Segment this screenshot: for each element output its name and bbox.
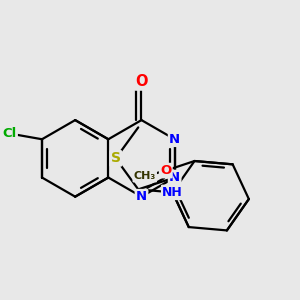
Text: CH₃: CH₃ [134, 171, 156, 181]
Text: O: O [160, 164, 171, 177]
Text: O: O [135, 74, 148, 89]
Text: N: N [169, 133, 180, 146]
Text: Cl: Cl [2, 127, 16, 140]
Text: N: N [136, 190, 147, 203]
Text: S: S [111, 152, 121, 165]
Text: NH: NH [162, 186, 183, 199]
Text: N: N [169, 171, 180, 184]
